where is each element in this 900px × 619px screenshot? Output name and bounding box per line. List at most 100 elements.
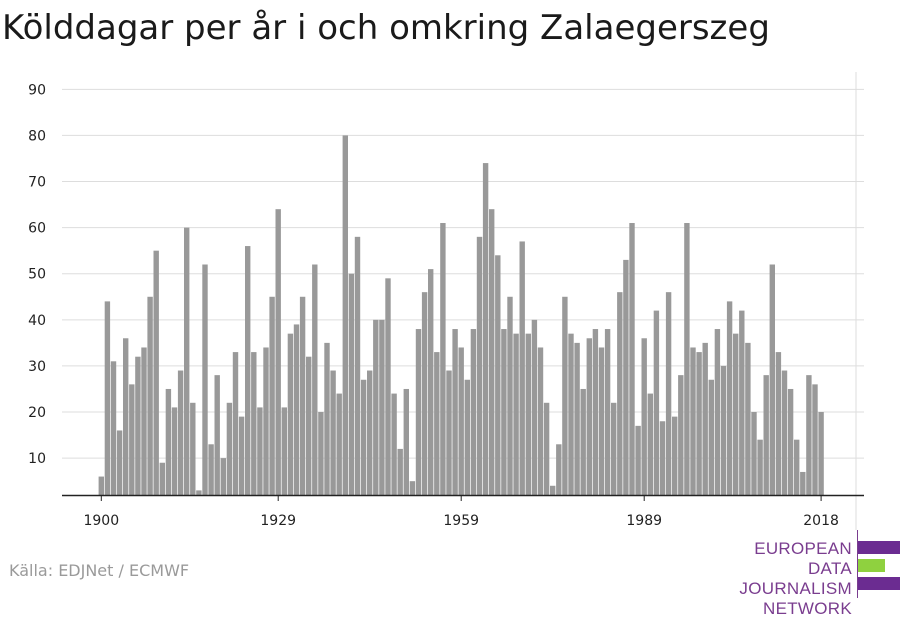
logo-bar-purple-top bbox=[858, 541, 900, 554]
bar-1921 bbox=[226, 402, 233, 495]
bar-1924 bbox=[245, 246, 251, 495]
bar-1950 bbox=[403, 388, 409, 495]
bar-1974 bbox=[550, 485, 556, 495]
bar-2007 bbox=[751, 412, 757, 495]
bar-1965 bbox=[495, 255, 501, 495]
bar-1958 bbox=[452, 329, 458, 495]
bar-1919 bbox=[214, 375, 220, 495]
logo-line-2: DATA JOURNALISM bbox=[739, 559, 852, 598]
bar-chart: 10 20 30 40 50 60 70 80 90 1900 1929 1959 1989 2018 bbox=[28, 72, 864, 530]
bar-2015 bbox=[800, 471, 806, 495]
bar-1917 bbox=[202, 264, 208, 495]
bar-2013 bbox=[787, 388, 794, 495]
logo-line-3: NETWORK bbox=[763, 599, 852, 618]
bar-1960 bbox=[464, 379, 470, 495]
y-tick-label-30: 30 bbox=[28, 359, 46, 375]
bar-1998 bbox=[696, 352, 702, 495]
bar-1977 bbox=[568, 333, 574, 495]
bar-1949 bbox=[397, 448, 403, 495]
bar-1987 bbox=[629, 223, 635, 495]
bar-1979 bbox=[580, 388, 586, 495]
bar-1900 bbox=[98, 476, 104, 495]
bar-1984 bbox=[611, 402, 617, 495]
bar-2003 bbox=[726, 301, 733, 495]
bar-2009 bbox=[763, 375, 769, 495]
logo-bar-green bbox=[858, 559, 885, 572]
bar-1948 bbox=[391, 393, 397, 495]
bar-1934 bbox=[306, 356, 312, 495]
y-tick-label-10: 10 bbox=[28, 451, 46, 467]
bar-1980 bbox=[586, 338, 592, 495]
bar-1996 bbox=[684, 223, 690, 495]
bar-1923 bbox=[238, 416, 245, 495]
bar-1942 bbox=[354, 236, 361, 495]
bar-1902 bbox=[110, 361, 117, 495]
bar-2014 bbox=[794, 439, 800, 495]
bar-2002 bbox=[720, 365, 727, 495]
bar-1903 bbox=[116, 430, 123, 495]
bar-1936 bbox=[318, 412, 324, 495]
bar-1973 bbox=[543, 402, 550, 495]
bar-2011 bbox=[775, 352, 782, 495]
bar-1964 bbox=[489, 209, 495, 495]
bar-1967 bbox=[507, 296, 513, 495]
bar-1952 bbox=[415, 329, 422, 495]
y-tick-label-80: 80 bbox=[28, 128, 46, 144]
bar-1951 bbox=[409, 481, 416, 495]
bar-1966 bbox=[501, 329, 507, 495]
bar-1999 bbox=[702, 342, 708, 495]
bar-1933 bbox=[299, 296, 306, 495]
bar-1920 bbox=[220, 458, 226, 495]
bar-1916 bbox=[196, 490, 202, 495]
bar-1943 bbox=[360, 379, 367, 495]
bar-1904 bbox=[123, 338, 129, 495]
bar-1911 bbox=[165, 388, 172, 495]
bar-1940 bbox=[342, 135, 348, 496]
y-tick-label-50: 50 bbox=[28, 267, 46, 283]
bar-1937 bbox=[324, 342, 330, 495]
bar-2017 bbox=[812, 384, 818, 495]
bar-1901 bbox=[104, 301, 111, 495]
bar-1986 bbox=[623, 259, 629, 495]
bar-1983 bbox=[604, 329, 611, 495]
bar-1912 bbox=[171, 407, 178, 495]
bar-2016 bbox=[806, 375, 812, 495]
bar-1954 bbox=[428, 269, 434, 495]
bar-1972 bbox=[537, 347, 544, 495]
bar-1935 bbox=[312, 264, 318, 495]
bar-2012 bbox=[781, 370, 788, 495]
bar-1909 bbox=[153, 250, 159, 495]
bar-1953 bbox=[421, 292, 428, 495]
bar-1957 bbox=[446, 370, 452, 495]
bar-2000 bbox=[708, 379, 714, 495]
bar-1927 bbox=[263, 347, 269, 495]
bar-1993 bbox=[665, 292, 672, 495]
bar-1922 bbox=[232, 352, 239, 495]
bar-1946 bbox=[379, 319, 385, 495]
bar-1910 bbox=[159, 462, 165, 495]
bar-1962 bbox=[476, 236, 483, 495]
bar-1989 bbox=[641, 338, 647, 495]
bar-1930 bbox=[281, 407, 287, 495]
logo-line-1: EUROPEAN bbox=[754, 539, 852, 558]
y-tick-label-60: 60 bbox=[28, 221, 46, 237]
bar-1905 bbox=[129, 384, 135, 495]
bar-1926 bbox=[257, 407, 263, 495]
bar-1932 bbox=[293, 324, 300, 495]
bar-1913 bbox=[177, 370, 184, 495]
bar-1947 bbox=[385, 278, 391, 495]
bar-1968 bbox=[513, 333, 519, 495]
y-tick-label-70: 70 bbox=[28, 175, 46, 191]
bar-1931 bbox=[287, 333, 294, 495]
bar-1959 bbox=[458, 347, 464, 495]
bar-1929 bbox=[275, 209, 281, 495]
bar-1963 bbox=[482, 163, 489, 495]
bar-1914 bbox=[184, 227, 190, 495]
bar-1994 bbox=[672, 416, 678, 495]
bar-2005 bbox=[739, 310, 745, 495]
logo-divider bbox=[857, 530, 858, 598]
source-note: Källa: EDJNet / ECMWF bbox=[9, 561, 190, 580]
bar-2010 bbox=[769, 264, 775, 495]
bar-1981 bbox=[592, 329, 599, 495]
bar-1907 bbox=[141, 347, 147, 495]
